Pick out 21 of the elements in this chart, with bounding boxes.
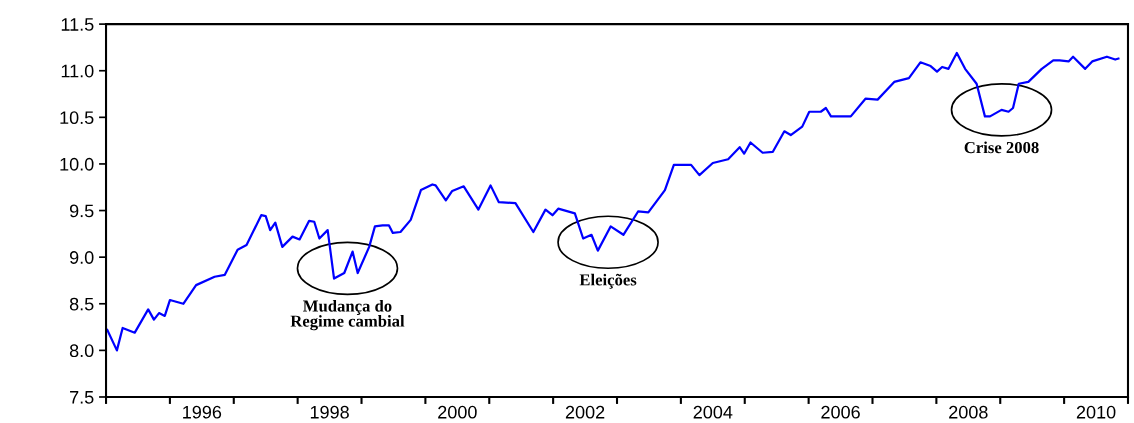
y-tick-label: 7.5 [70, 391, 94, 404]
y-tick-label: 8.0 [69, 344, 94, 358]
annotation: Mudança do Regime cambial [290, 299, 405, 331]
x-tick-label: 1998 [310, 405, 349, 419]
y-tick-label: 9.5 [69, 204, 94, 218]
y-tick-label: 10.5 [60, 111, 94, 125]
y-tick-label: 9.0 [69, 251, 94, 264]
annotation: Crise 2008 [964, 141, 1039, 154]
x-tick-label: 2004 [693, 405, 733, 419]
x-tick-label: 2002 [565, 405, 605, 419]
y-tick-label: 8.5 [69, 297, 94, 311]
y-tick-label: 11.0 [61, 64, 94, 78]
x-tick-label: 2008 [949, 405, 988, 419]
x-tick-label: 2000 [438, 405, 477, 419]
x-tick-label: 2010 [1076, 405, 1116, 419]
y-tick-label: 10.0 [60, 157, 94, 171]
x-tick-label: 2006 [821, 405, 860, 419]
annotation: Eleições [579, 273, 637, 289]
y-tick-label: 11.5 [61, 18, 94, 31]
x-tick-label: 1996 [183, 405, 222, 419]
line-series [106, 51, 1120, 352]
